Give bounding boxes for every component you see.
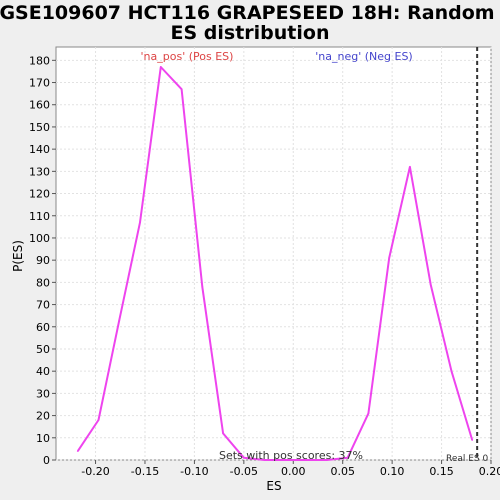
- data-point: [118, 319, 121, 321]
- series-line: [76, 66, 474, 461]
- y-tick-label: 50: [36, 343, 50, 356]
- y-axis-ticks: 0 10 20 30 40 50 60 70 80 90 100 110 120 130 140 150 160…: [29, 54, 56, 467]
- data-point: [180, 88, 183, 90]
- x-tick-label: 0.00: [281, 465, 306, 478]
- y-tick-label: 10: [36, 432, 50, 445]
- x-axis-ticks: -0.20 -0.15 -0.10 -0.05 0.00 0.05 0.10 0.15 0.20: [81, 460, 500, 478]
- data-point: [97, 419, 100, 421]
- data-point: [222, 432, 224, 435]
- data-point: [409, 166, 411, 168]
- x-tick-label: -0.20: [81, 465, 109, 478]
- data-point: [243, 456, 245, 459]
- chart-title-line1: GSE109607 HCT116 GRAPESEED 18H: Random: [0, 2, 495, 24]
- x-axis-label: ES: [266, 479, 281, 493]
- y-tick-label: 40: [36, 365, 50, 378]
- chart-title-line2: ES distribution: [171, 22, 330, 44]
- pos-es-label: 'na_pos' (Pos ES): [141, 50, 234, 63]
- data-point: [76, 450, 79, 452]
- y-tick-label: 80: [36, 276, 50, 289]
- data-point: [471, 439, 474, 441]
- x-tick-label: -0.10: [180, 465, 208, 478]
- y-tick-label: 180: [29, 54, 50, 67]
- data-point: [388, 257, 390, 259]
- plot-area: [55, 46, 492, 461]
- data-point: [201, 286, 204, 288]
- y-tick-label: 120: [29, 188, 50, 201]
- data-point: [450, 370, 453, 372]
- data-point: [367, 412, 370, 415]
- y-tick-label: 90: [36, 254, 50, 267]
- data-point: [429, 283, 432, 286]
- data-point: [139, 221, 141, 224]
- y-tick-label: 60: [36, 321, 50, 334]
- x-tick-label: -0.15: [131, 465, 159, 478]
- data-point: [346, 456, 349, 459]
- real-es-label: Real ES 0: [446, 454, 489, 464]
- x-tick-label: 0.10: [380, 465, 405, 478]
- x-tick-label: -0.05: [230, 465, 258, 478]
- y-tick-label: 140: [29, 143, 50, 156]
- y-tick-label: 30: [36, 387, 50, 400]
- y-tick-label: 150: [29, 121, 50, 134]
- y-tick-label: 130: [29, 165, 50, 178]
- data-point: [159, 66, 162, 68]
- y-tick-label: 70: [36, 299, 50, 312]
- y-tick-label: 100: [29, 232, 50, 245]
- data-point: [284, 459, 287, 461]
- y-tick-label: 20: [36, 410, 50, 423]
- x-tick-label: 0.15: [429, 465, 454, 478]
- y-tick-label: 110: [29, 210, 50, 223]
- x-tick-label: 0.20: [479, 465, 500, 478]
- y-tick-label: 170: [29, 77, 50, 90]
- data-point: [326, 459, 328, 461]
- data-point: [305, 459, 307, 461]
- y-tick-label: 0: [43, 454, 50, 467]
- y-tick-label: 160: [29, 99, 50, 112]
- y-axis-label: P(ES): [11, 240, 25, 272]
- series-group: [76, 66, 474, 461]
- grid: [56, 47, 492, 461]
- neg-es-label: 'na_neg' (Neg ES): [315, 50, 412, 63]
- data-point: [263, 459, 266, 461]
- pos-scores-note: Sets with pos scores: 37%: [219, 449, 363, 462]
- x-tick-label: 0.05: [330, 465, 355, 478]
